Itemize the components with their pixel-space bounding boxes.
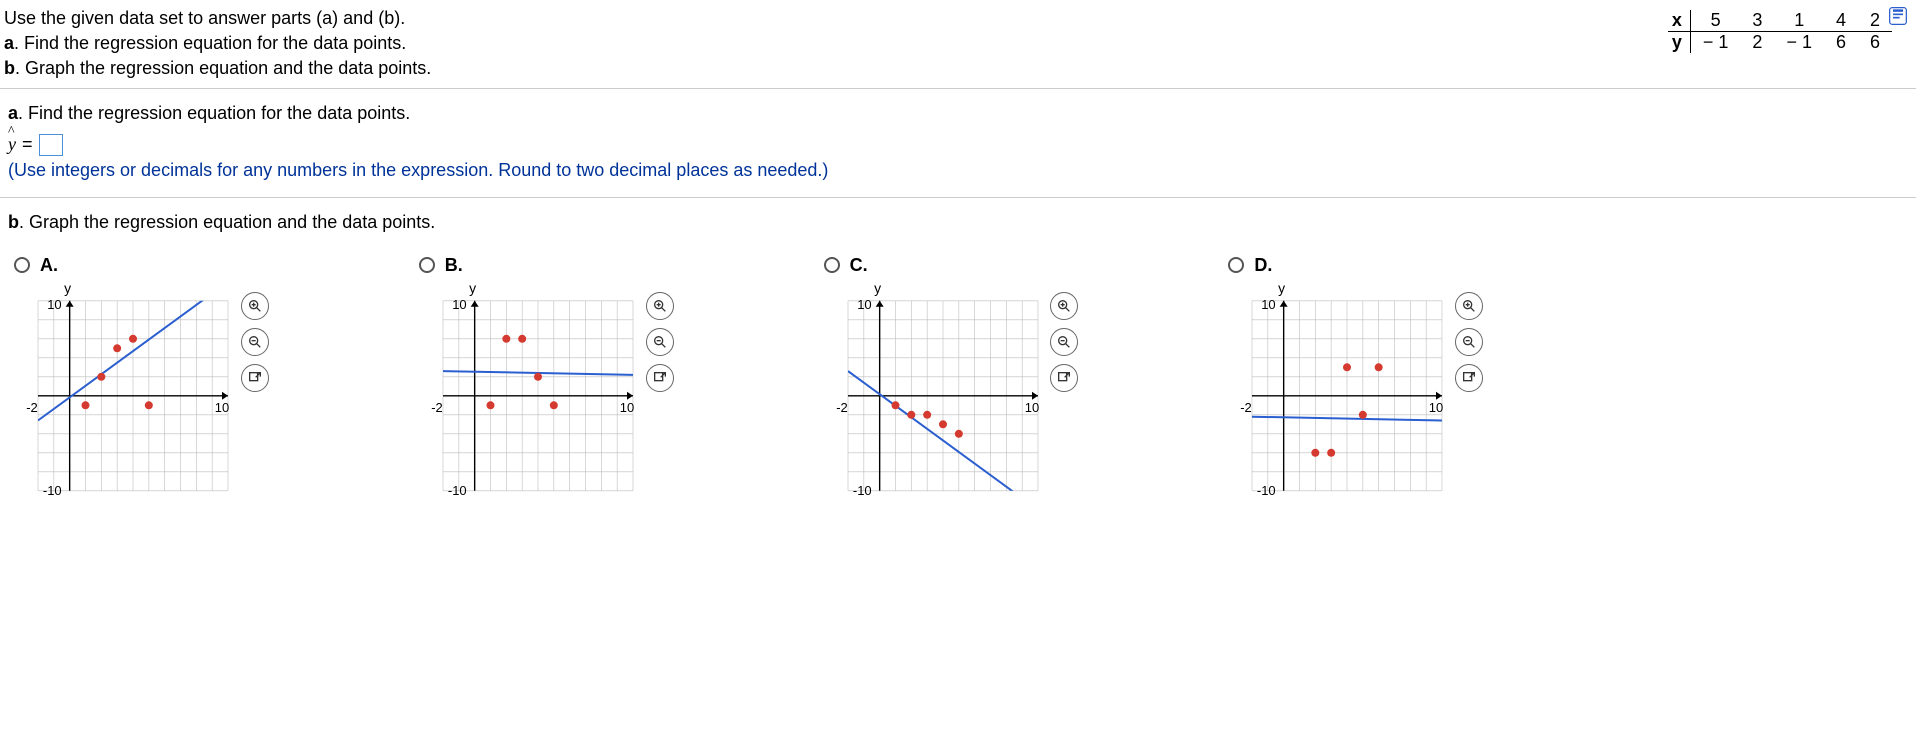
yhat-symbol: ^y xyxy=(8,134,16,155)
option-b: B.-210-1010yx xyxy=(419,255,674,508)
answer-hint: (Use integers or decimals for any number… xyxy=(8,160,1908,181)
option-c: C.-210-1010yx xyxy=(824,255,1079,508)
y-val-4: 6 xyxy=(1858,32,1892,54)
option-label-a: A. xyxy=(40,255,58,276)
svg-text:10: 10 xyxy=(1262,296,1276,311)
radio-d[interactable] xyxy=(1228,257,1244,273)
zoom-out-icon[interactable] xyxy=(241,328,269,356)
zoom-in-icon[interactable] xyxy=(1050,292,1078,320)
svg-text:y: y xyxy=(1279,284,1286,296)
expand-icon[interactable] xyxy=(1455,364,1483,392)
equals-sign: = xyxy=(22,134,33,155)
zoom-in-icon[interactable] xyxy=(646,292,674,320)
regression-answer-input[interactable] xyxy=(39,134,63,156)
option-d: D.-210-1010yx xyxy=(1228,255,1483,508)
table-row: x 5 3 1 4 2 xyxy=(1668,10,1892,32)
svg-text:10: 10 xyxy=(1429,399,1443,414)
part-a-label: a xyxy=(8,103,18,123)
svg-text:y: y xyxy=(469,284,476,296)
question-prompt: Use the given data set to answer parts (… xyxy=(4,6,431,82)
x-val-4: 2 xyxy=(1858,10,1892,32)
radio-c[interactable] xyxy=(824,257,840,273)
graph-c[interactable]: -210-1010yx xyxy=(824,284,1043,508)
svg-text:10: 10 xyxy=(1024,399,1038,414)
help-icon[interactable] xyxy=(1888,6,1908,31)
x-val-1: 3 xyxy=(1740,10,1774,32)
graph-a[interactable]: -210-1010yx xyxy=(14,284,233,508)
svg-text:-2: -2 xyxy=(26,399,38,414)
svg-text:-10: -10 xyxy=(43,482,62,497)
svg-text:-2: -2 xyxy=(1241,399,1253,414)
svg-text:-2: -2 xyxy=(431,399,443,414)
option-label-c: C. xyxy=(850,255,868,276)
part-b-label: b xyxy=(8,212,19,232)
zoom-out-icon[interactable] xyxy=(1455,328,1483,356)
x-val-0: 5 xyxy=(1690,10,1740,32)
x-val-3: 4 xyxy=(1824,10,1858,32)
prompt-b-text: . Graph the regression equation and the … xyxy=(15,58,431,78)
svg-text:-2: -2 xyxy=(836,399,848,414)
y-label: y xyxy=(1668,32,1691,54)
option-a: A.-210-1010yx xyxy=(14,255,269,508)
svg-text:10: 10 xyxy=(857,296,871,311)
x-label: x xyxy=(1668,10,1691,32)
svg-text:-10: -10 xyxy=(852,482,871,497)
prompt-a-label: a xyxy=(4,33,14,53)
graph-d[interactable]: -210-1010yx xyxy=(1228,284,1447,508)
y-val-2: − 1 xyxy=(1774,32,1824,54)
y-val-0: − 1 xyxy=(1690,32,1740,54)
part-a-heading: . Find the regression equation for the d… xyxy=(18,103,410,123)
expand-icon[interactable] xyxy=(646,364,674,392)
radio-a[interactable] xyxy=(14,257,30,273)
zoom-in-icon[interactable] xyxy=(241,292,269,320)
svg-text:y: y xyxy=(874,284,881,296)
svg-text:10: 10 xyxy=(215,399,229,414)
expand-icon[interactable] xyxy=(241,364,269,392)
zoom-in-icon[interactable] xyxy=(1455,292,1483,320)
svg-text:10: 10 xyxy=(47,296,61,311)
part-b-heading: . Graph the regression equation and the … xyxy=(19,212,435,232)
svg-text:-10: -10 xyxy=(1257,482,1276,497)
option-label-b: B. xyxy=(445,255,463,276)
radio-b[interactable] xyxy=(419,257,435,273)
zoom-out-icon[interactable] xyxy=(646,328,674,356)
y-val-1: 2 xyxy=(1740,32,1774,54)
table-row: y − 1 2 − 1 6 6 xyxy=(1668,32,1892,54)
zoom-out-icon[interactable] xyxy=(1050,328,1078,356)
svg-text:y: y xyxy=(64,284,71,296)
expand-icon[interactable] xyxy=(1050,364,1078,392)
svg-text:10: 10 xyxy=(452,296,466,311)
x-val-2: 1 xyxy=(1774,10,1824,32)
svg-text:10: 10 xyxy=(620,399,634,414)
prompt-b-label: b xyxy=(4,58,15,78)
option-label-d: D. xyxy=(1254,255,1272,276)
y-val-3: 6 xyxy=(1824,32,1858,54)
graph-b[interactable]: -210-1010yx xyxy=(419,284,638,508)
prompt-a-text: . Find the regression equation for the d… xyxy=(14,33,406,53)
svg-text:-10: -10 xyxy=(448,482,467,497)
data-table: x 5 3 1 4 2 y − 1 2 − 1 6 6 xyxy=(1668,10,1892,53)
prompt-intro: Use the given data set to answer parts (… xyxy=(4,6,431,31)
